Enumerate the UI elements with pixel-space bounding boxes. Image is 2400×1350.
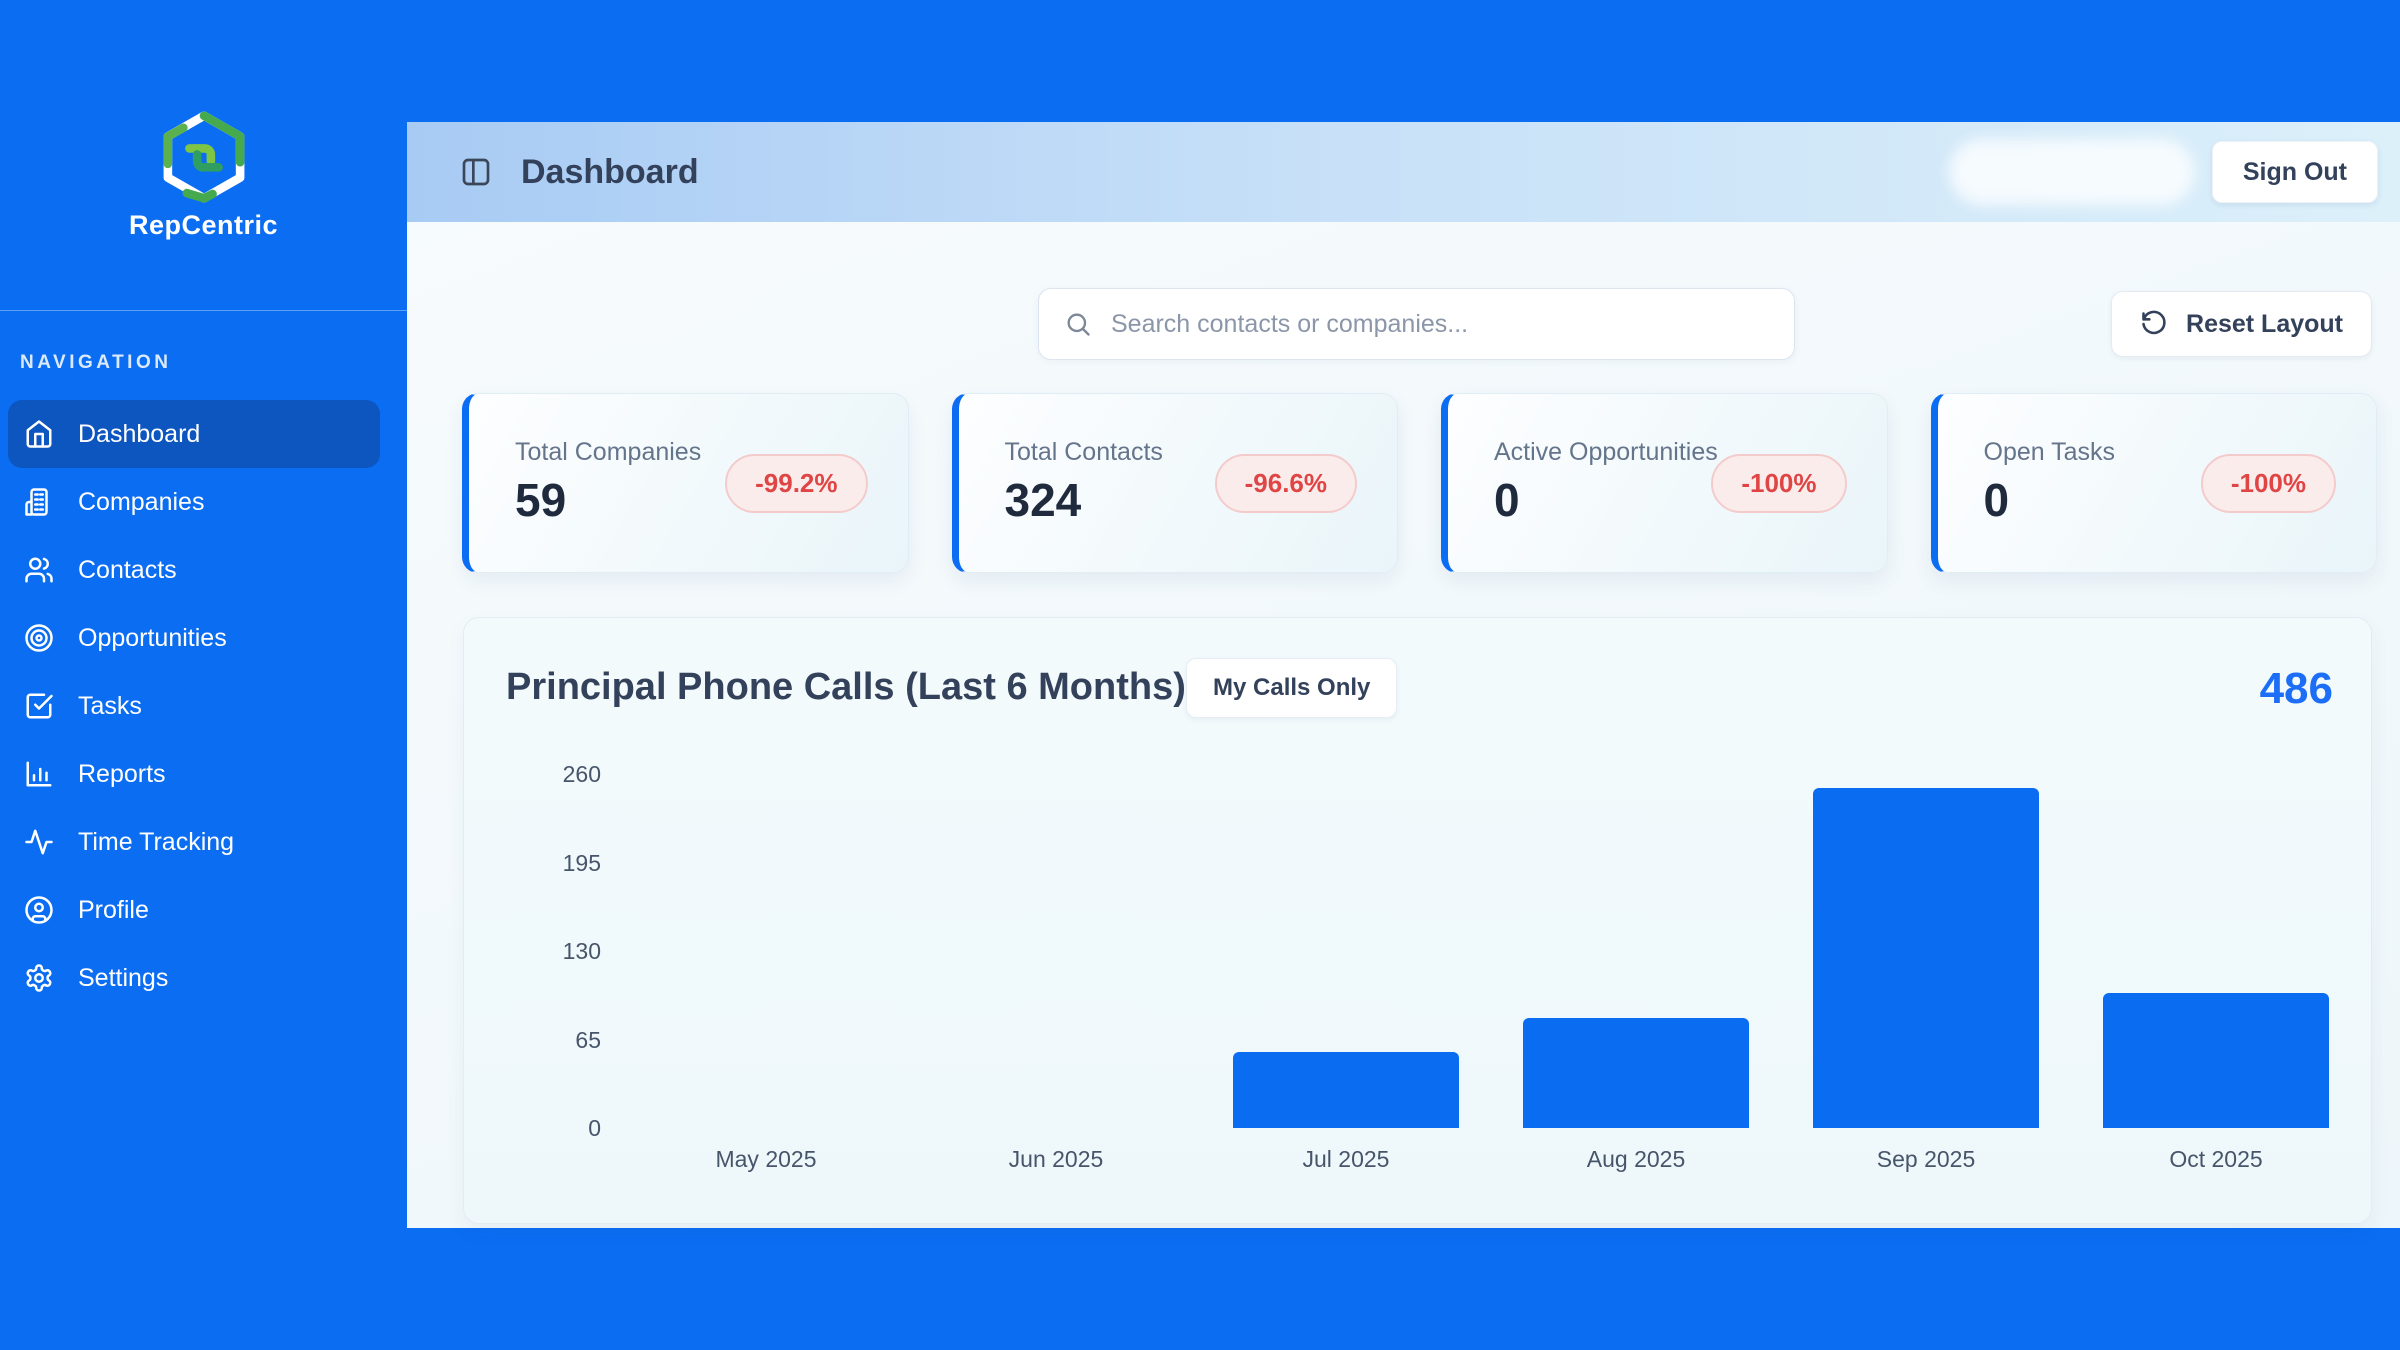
chart-bar bbox=[1523, 1018, 1749, 1128]
stat-value: 0 bbox=[1494, 474, 1520, 526]
x-axis-label: May 2025 bbox=[715, 1146, 817, 1172]
sidebar-item-reports[interactable]: Reports bbox=[8, 740, 380, 808]
nav-list: Dashboard Companies Contacts Opportuniti… bbox=[8, 400, 380, 1012]
home-icon bbox=[26, 420, 52, 448]
rotate-ccw-icon bbox=[2142, 310, 2166, 335]
page-title: Dashboard bbox=[521, 152, 699, 191]
reset-layout-label: Reset Layout bbox=[2186, 309, 2343, 338]
chart-bar bbox=[2103, 993, 2329, 1128]
stats-row: Total Companies 59 -99.2% Total Contacts… bbox=[462, 393, 2377, 573]
stat-value: 0 bbox=[1983, 474, 2010, 526]
app-name: RepCentric bbox=[128, 210, 279, 240]
sidebar-item-companies[interactable]: Companies bbox=[8, 468, 380, 536]
stat-value: 59 bbox=[515, 474, 567, 526]
chart-bar bbox=[1233, 1052, 1459, 1128]
sidebar-item-opportunities[interactable]: Opportunities bbox=[8, 604, 380, 672]
stat-delta-badge: -99.2% bbox=[725, 454, 868, 513]
stat-value: 324 bbox=[1004, 474, 1082, 526]
stat-card-open-tasks: Open Tasks 0 -100% bbox=[1930, 393, 2377, 573]
sidebar-item-label: Opportunities bbox=[78, 623, 227, 652]
search-bar bbox=[1038, 288, 1795, 360]
sidebar-item-label: Time Tracking bbox=[78, 827, 235, 856]
stat-card-total-contacts: Total Contacts 324 -96.6% bbox=[951, 393, 1398, 573]
stat-label: Total Companies bbox=[515, 438, 702, 466]
stat-label: Total Contacts bbox=[1004, 438, 1163, 466]
check-square-icon bbox=[26, 693, 53, 719]
sidebar-item-label: Tasks bbox=[78, 691, 142, 720]
y-axis-label: 130 bbox=[562, 938, 601, 964]
sidebar-item-dashboard[interactable]: Dashboard bbox=[8, 400, 380, 468]
reset-layout-button[interactable]: Reset Layout bbox=[2111, 291, 2372, 357]
stat-delta-badge: -100% bbox=[1711, 454, 1847, 513]
stat-card-total-companies: Total Companies 59 -99.2% bbox=[462, 393, 909, 573]
app-bar-right: Sign Out bbox=[1948, 122, 2378, 222]
sidebar-item-label: Reports bbox=[78, 759, 166, 788]
app-bar: Dashboard Sign Out bbox=[407, 122, 2400, 222]
chart-title: Principal Phone Calls (Last 6 Months) bbox=[506, 666, 1186, 708]
panel-left-icon bbox=[462, 158, 490, 186]
x-axis-label: Sep 2025 bbox=[1876, 1146, 1976, 1172]
main-panel: Dashboard Sign Out Reset Layout Total Co… bbox=[407, 122, 2400, 1228]
y-axis-label: 0 bbox=[588, 1115, 601, 1141]
sidebar-toggle-button[interactable] bbox=[459, 156, 493, 188]
logo-hexagon-icon bbox=[163, 111, 244, 203]
stat-delta-badge: -96.6% bbox=[1214, 454, 1357, 513]
sidebar-divider bbox=[0, 310, 407, 311]
chart-bar bbox=[1813, 788, 2039, 1128]
sidebar-item-label: Settings bbox=[78, 963, 169, 992]
sidebar: RepCentric NAVIGATION Dashboard Companie… bbox=[0, 0, 407, 1350]
search-icon bbox=[1067, 313, 1090, 336]
user-circle-icon bbox=[25, 896, 53, 924]
user-email-redacted bbox=[1948, 139, 2194, 205]
search-input[interactable] bbox=[1038, 288, 1795, 360]
chart-y-axis: 0 65 130 195 260 bbox=[464, 618, 601, 1223]
bar-chart-icon bbox=[26, 761, 52, 787]
sidebar-item-contacts[interactable]: Contacts bbox=[8, 536, 380, 604]
chart-total-value: 486 bbox=[2259, 664, 2333, 713]
sidebar-item-settings[interactable]: Settings bbox=[8, 944, 380, 1012]
sidebar-item-label: Contacts bbox=[78, 555, 177, 584]
stat-card-active-opportunities: Active Opportunities 0 -100% bbox=[1441, 393, 1888, 573]
stat-label: Active Opportunities bbox=[1494, 438, 1718, 466]
y-axis-label: 195 bbox=[562, 849, 601, 876]
y-axis-label: 65 bbox=[575, 1026, 601, 1053]
x-axis-label: Aug 2025 bbox=[1586, 1146, 1686, 1172]
building-icon bbox=[25, 488, 48, 516]
logo: RepCentric bbox=[0, 110, 407, 241]
sidebar-item-label: Dashboard bbox=[78, 419, 201, 448]
stat-label: Open Tasks bbox=[1983, 438, 2116, 466]
y-axis-label: 260 bbox=[562, 761, 601, 787]
x-axis-label: Jun 2025 bbox=[1008, 1146, 1104, 1172]
my-calls-only-button[interactable]: My Calls Only bbox=[1186, 658, 1398, 718]
phone-calls-chart-card: Principal Phone Calls (Last 6 Months) My… bbox=[463, 617, 2372, 1224]
users-icon bbox=[25, 557, 53, 583]
x-axis-label: Jul 2025 bbox=[1302, 1146, 1390, 1172]
activity-icon bbox=[25, 829, 53, 855]
sidebar-item-label: Profile bbox=[78, 895, 149, 924]
sidebar-item-tasks[interactable]: Tasks bbox=[8, 672, 380, 740]
sign-out-button[interactable]: Sign Out bbox=[2211, 141, 2378, 203]
target-icon bbox=[25, 624, 53, 652]
gear-icon bbox=[26, 964, 52, 992]
x-axis-label: Oct 2025 bbox=[2169, 1146, 2263, 1172]
sidebar-item-profile[interactable]: Profile bbox=[8, 876, 380, 944]
sidebar-item-time-tracking[interactable]: Time Tracking bbox=[8, 808, 380, 876]
chart-plot: May 2025 Jun 2025 Jul 2025 Aug 2025 Sep 2025… bbox=[621, 774, 2361, 1172]
nav-section-label: NAVIGATION bbox=[20, 352, 172, 373]
stat-delta-badge: -100% bbox=[2200, 454, 2336, 513]
sidebar-item-label: Companies bbox=[78, 487, 205, 516]
